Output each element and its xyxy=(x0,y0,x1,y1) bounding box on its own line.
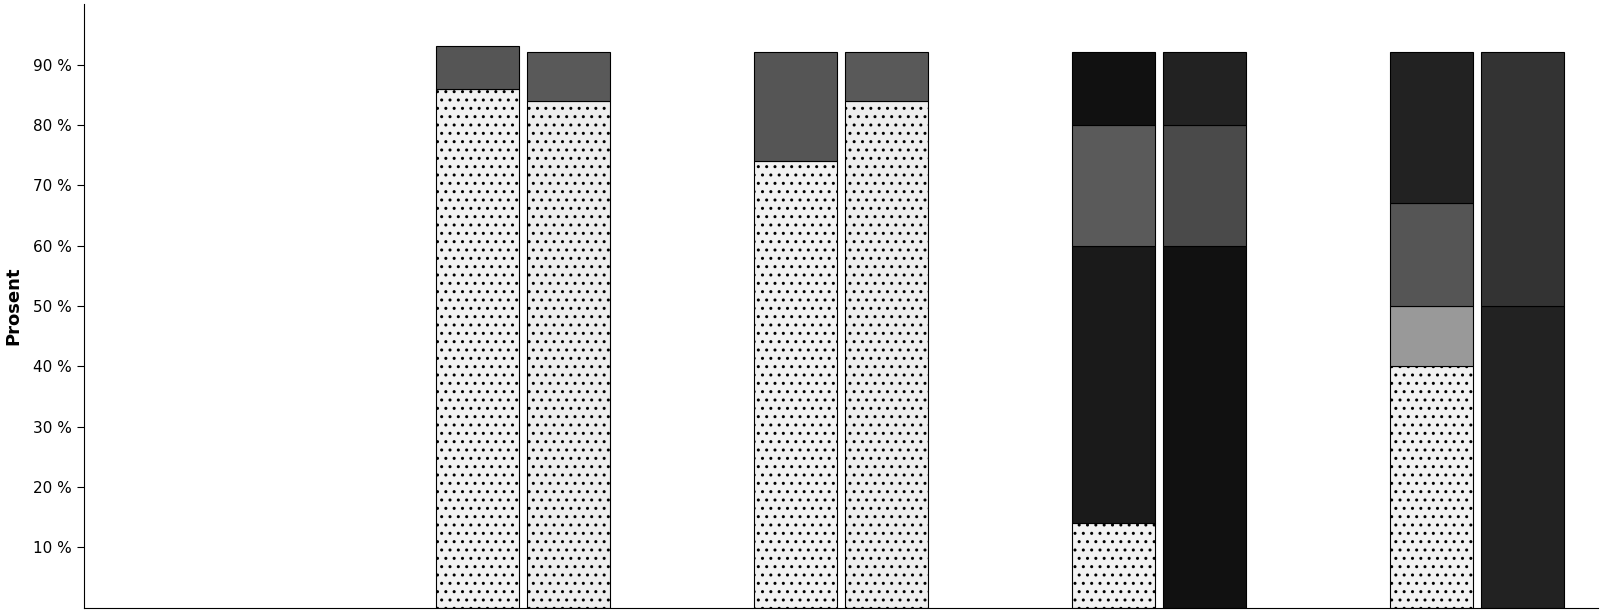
Bar xyxy=(1163,245,1246,608)
Bar xyxy=(1389,53,1472,203)
Bar xyxy=(1163,125,1246,245)
Bar xyxy=(1163,53,1246,125)
Bar xyxy=(527,101,610,608)
Bar xyxy=(1072,523,1155,608)
Bar xyxy=(527,53,610,101)
Bar xyxy=(1480,306,1564,608)
Bar xyxy=(1389,203,1472,306)
Y-axis label: Prosent: Prosent xyxy=(5,267,22,345)
Bar xyxy=(844,53,928,101)
Bar xyxy=(1072,53,1155,125)
Bar xyxy=(1072,125,1155,245)
Bar xyxy=(1072,245,1155,523)
Bar xyxy=(1389,306,1472,367)
Bar xyxy=(1480,53,1564,306)
Bar xyxy=(755,53,838,161)
Bar xyxy=(1389,367,1472,608)
Bar xyxy=(436,47,519,89)
Bar xyxy=(755,161,838,608)
Bar xyxy=(436,89,519,608)
Bar xyxy=(844,101,928,608)
